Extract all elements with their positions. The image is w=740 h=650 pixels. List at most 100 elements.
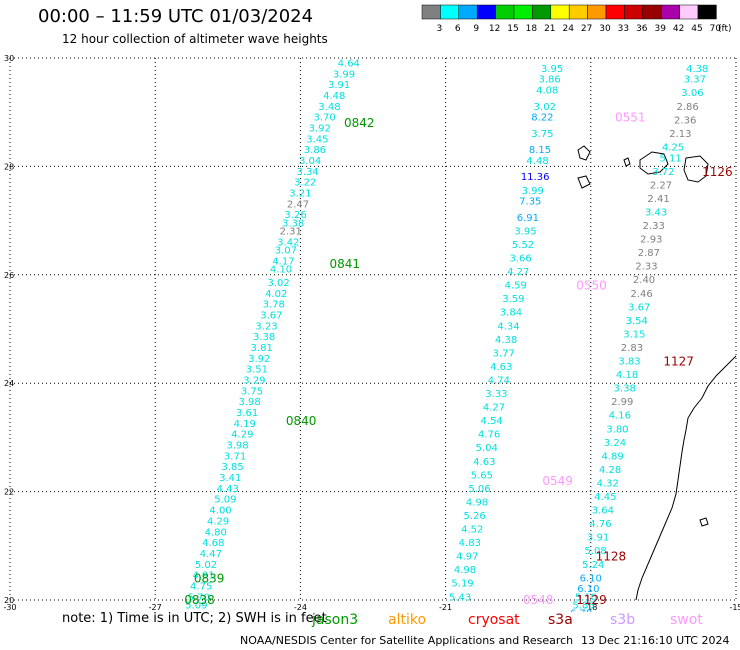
y-tick-label: 26 [4, 271, 14, 280]
y-tick-label: 28 [4, 162, 14, 171]
coastline [699, 517, 709, 527]
swh-data-point: 4.19 [234, 419, 256, 430]
coastline [577, 175, 591, 189]
swh-data-point: 4.08 [536, 86, 558, 97]
swh-data-point: 4.34 [497, 321, 519, 332]
swh-data-point: 11.36 [521, 172, 550, 183]
swh-data-point: 3.92 [309, 123, 331, 134]
swh-data-point: 4.48 [526, 156, 548, 167]
swh-data-point: 2.33 [643, 221, 665, 232]
swh-data-point: 5.04 [476, 443, 498, 454]
legend-tick-label: 27 [581, 24, 592, 34]
swh-data-point: 3.02 [267, 278, 289, 289]
legend-tick-label: 42 [673, 24, 684, 34]
pass-time-label: 1126 [702, 165, 733, 179]
swh-data-point: 2.83 [621, 343, 643, 354]
chart-title: 00:00 – 11:59 UTC 01/03/2024 [38, 6, 314, 27]
y-tick-label: 30 [4, 54, 14, 63]
swh-data-point: 3.72 [652, 167, 674, 178]
swh-data-point: 3.54 [626, 316, 648, 327]
swh-data-point: 2.40 [633, 275, 655, 286]
swh-data-point: 4.52 [461, 525, 483, 536]
swh-data-point: 4.75 [190, 581, 212, 592]
swh-data-point: 4.16 [609, 411, 631, 422]
swh-data-point: 3.26 [284, 210, 306, 221]
swh-data-point: 3.98 [238, 397, 260, 408]
x-tick-label: -27 [149, 603, 162, 612]
swh-data-point: 3.02 [534, 102, 556, 113]
x-tick-label: -30 [3, 603, 16, 612]
swh-data-point: 4.25 [662, 142, 684, 153]
swh-data-point: 3.98 [226, 441, 248, 452]
x-tick-label: -24 [294, 603, 307, 612]
swh-data-point: 5.52 [512, 240, 534, 251]
swh-data-point: 5.43 [449, 592, 471, 603]
swh-data-point: 2.13 [669, 129, 691, 140]
coastline [683, 155, 709, 183]
legend-tick-label: 30 [599, 24, 611, 34]
swh-data-point: 2.46 [630, 289, 652, 300]
swh-data-point: 3.33 [485, 389, 507, 400]
x-tick-label: -18 [584, 603, 597, 612]
swh-data-point: 4.91 [192, 571, 214, 582]
legend-tick-label: 21 [544, 24, 555, 34]
swh-data-point: 4.48 [323, 91, 345, 102]
legend-tick-label: 24 [562, 24, 574, 34]
pass-time-label: 0551 [615, 111, 646, 125]
swh-data-point: 2.93 [640, 235, 662, 246]
swh-data-point: 2.31 [280, 226, 302, 237]
y-tick-label: 20 [4, 596, 14, 605]
swh-data-point: 2.87 [638, 248, 660, 259]
swh-data-point: 3.42 [277, 237, 299, 248]
swh-data-point: 3.45 [306, 134, 328, 145]
swh-data-point: 3.75 [531, 129, 553, 140]
swh-data-point: 3.67 [628, 302, 650, 313]
swh-data-point: 3.21 [289, 189, 311, 200]
swh-data-point: 3.23 [255, 321, 277, 332]
pass-time-label: 1128 [596, 550, 627, 564]
swh-data-point: 3.29 [243, 375, 265, 386]
swh-data-point: 3.48 [318, 102, 340, 113]
swh-data-point: 3.83 [618, 357, 640, 368]
swh-data-point: 4.27 [483, 403, 505, 414]
swh-data-point: 5.09 [185, 600, 207, 611]
swh-data-point: 3.07 [275, 245, 297, 256]
swh-data-point: 7.35 [519, 197, 541, 208]
swh-data-point: 3.37 [684, 75, 706, 86]
swh-data-point: 3.75 [241, 386, 263, 397]
chart-subtitle: 12 hour collection of altimeter wave hei… [62, 32, 328, 46]
swh-data-point: 5.09 [214, 495, 236, 506]
swh-data-point: 3.38 [253, 332, 275, 343]
swh-data-point: 3.70 [313, 113, 335, 124]
swh-data-point: 3.41 [219, 473, 241, 484]
swh-data-point: 3.15 [623, 329, 645, 340]
coastline [639, 151, 669, 175]
mission-label-swot: swot [670, 612, 703, 628]
swh-data-point: 4.98 [454, 565, 476, 576]
swh-data-point: 4.18 [616, 370, 638, 381]
swh-data-point: 3.77 [493, 348, 515, 359]
credit-text: NOAA/NESDIS Center for Satellite Applica… [240, 634, 574, 647]
legend-tick-label: 6 [455, 24, 461, 34]
swh-data-point: 3.95 [514, 226, 536, 237]
swh-data-point: 4.63 [473, 457, 495, 468]
swh-data-point: 2.36 [674, 115, 696, 126]
legend-tick-label: 9 [473, 24, 479, 34]
coastline [577, 145, 591, 161]
swh-data-point: 6.78 [570, 609, 592, 612]
legend-tick-label: 39 [654, 24, 666, 34]
swh-data-point: 4.27 [507, 267, 529, 278]
swh-data-point: 5.24 [582, 560, 604, 571]
swh-data-point: 4.76 [478, 430, 500, 441]
swh-data-point: 3.91 [328, 80, 350, 91]
swh-data-point: 5.10 [575, 592, 597, 603]
swh-data-point: 3.86 [539, 75, 561, 86]
swh-data-point: 4.89 [601, 451, 623, 462]
coastline [623, 157, 631, 167]
swh-data-point: 4.80 [205, 527, 227, 538]
swh-data-point: 5.08 [585, 546, 607, 557]
swh-data-point: 3.61 [236, 408, 258, 419]
swh-data-point: 3.85 [222, 462, 244, 473]
swh-data-point: 4.43 [217, 484, 239, 495]
